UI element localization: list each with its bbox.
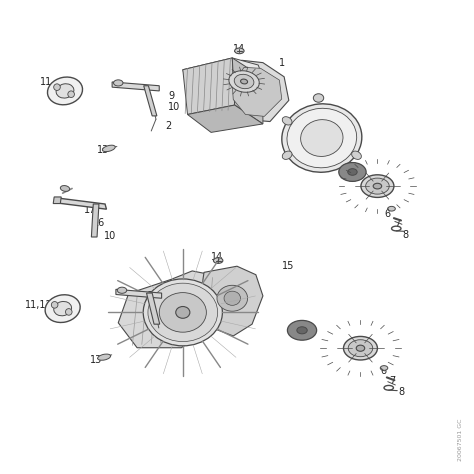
Ellipse shape [361,175,394,197]
Ellipse shape [282,117,292,125]
Text: 16: 16 [93,218,106,228]
Ellipse shape [344,337,377,360]
Text: 7: 7 [389,376,396,386]
Text: 8: 8 [402,229,409,240]
Circle shape [54,84,60,91]
Ellipse shape [365,178,389,194]
Ellipse shape [352,151,361,159]
Text: 14: 14 [211,252,223,262]
Ellipse shape [339,163,366,182]
Ellipse shape [159,292,206,332]
Polygon shape [183,58,235,115]
Ellipse shape [143,279,222,346]
Ellipse shape [45,295,80,322]
Polygon shape [116,289,162,298]
Ellipse shape [60,185,70,191]
Ellipse shape [213,258,223,264]
Text: 11,12: 11,12 [25,301,53,310]
Ellipse shape [301,119,343,156]
Polygon shape [146,293,160,324]
Text: 5: 5 [361,346,367,356]
Ellipse shape [56,84,74,98]
Polygon shape [225,60,289,121]
Text: 6: 6 [380,366,386,376]
Polygon shape [232,58,263,124]
Circle shape [68,91,74,98]
Text: 7: 7 [394,219,401,229]
Circle shape [51,301,58,308]
Ellipse shape [114,80,123,86]
Polygon shape [144,86,157,116]
Ellipse shape [380,365,388,370]
Ellipse shape [217,285,247,311]
Ellipse shape [287,109,356,168]
Ellipse shape [98,354,110,360]
Text: 20067501 GC: 20067501 GC [458,419,463,461]
Text: 10: 10 [104,231,116,241]
Ellipse shape [176,307,190,318]
Text: 5: 5 [371,185,377,195]
Ellipse shape [282,104,362,172]
Polygon shape [199,266,263,336]
Text: 8: 8 [399,387,405,397]
Ellipse shape [313,94,324,102]
Ellipse shape [241,79,247,84]
Polygon shape [112,82,159,91]
Text: 17: 17 [84,205,96,215]
Polygon shape [188,105,263,132]
Text: 10: 10 [168,102,181,112]
Ellipse shape [102,145,115,152]
Text: 13: 13 [97,145,109,155]
Ellipse shape [117,287,127,293]
Text: 2: 2 [145,312,151,322]
Text: 14: 14 [233,44,246,54]
Ellipse shape [148,283,218,342]
Text: 9: 9 [147,291,153,301]
Ellipse shape [224,291,240,305]
Text: 11: 11 [40,77,52,87]
Ellipse shape [54,301,72,316]
Ellipse shape [234,74,254,89]
Text: 15: 15 [282,261,294,271]
Circle shape [65,309,72,315]
Ellipse shape [356,345,365,351]
Polygon shape [232,67,282,117]
Text: 13: 13 [90,355,102,365]
Polygon shape [118,271,219,348]
Polygon shape [91,204,99,237]
Ellipse shape [282,151,292,159]
Text: 6: 6 [385,210,391,219]
Text: 10: 10 [147,302,159,312]
Ellipse shape [235,48,244,54]
Ellipse shape [348,340,373,357]
Polygon shape [56,198,107,209]
Text: 2: 2 [165,121,172,131]
Ellipse shape [297,327,307,334]
Ellipse shape [47,77,82,105]
Polygon shape [183,58,263,86]
Text: 4: 4 [345,171,351,181]
Ellipse shape [348,169,357,175]
Ellipse shape [229,71,259,92]
Text: 4: 4 [295,328,301,338]
Ellipse shape [373,183,382,189]
Ellipse shape [287,320,317,340]
Text: 3: 3 [319,138,325,148]
Text: 1: 1 [279,58,285,68]
Text: 9: 9 [168,91,174,100]
Ellipse shape [388,206,395,211]
Polygon shape [53,197,61,203]
